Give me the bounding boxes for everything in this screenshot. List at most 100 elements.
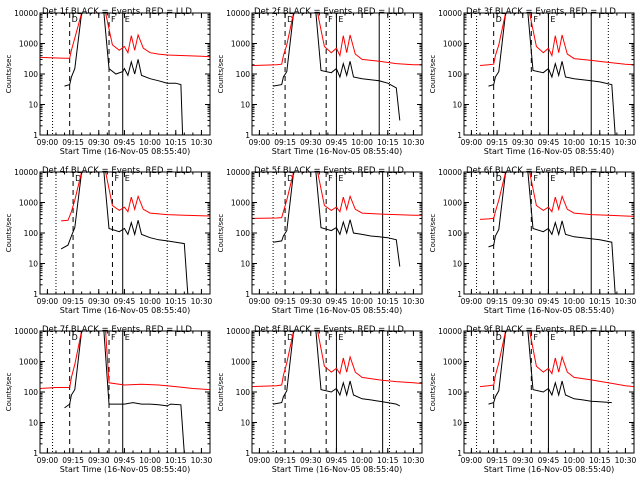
flag-marker: E [550, 15, 555, 24]
y-axis-label: Counts/sec [5, 55, 13, 94]
x-tick-label: 09:30 [300, 138, 322, 147]
panel-title: Det 5f BLACK = Events, RED = LLD [254, 166, 404, 176]
y-tick-label: 1 [33, 449, 38, 458]
flag-marker: F [328, 333, 333, 342]
series-lld [479, 13, 634, 66]
flag-marker: E [125, 15, 130, 24]
flag-marker: F [533, 174, 538, 183]
x-tick-label: 09:30 [88, 297, 110, 306]
y-tick-label: 1000 [231, 358, 250, 367]
y-tick-label: 10000 [438, 327, 462, 336]
panel-title: Det 9f BLACK = Events, RED = LLD [466, 325, 616, 335]
x-tick-label: 10:30 [615, 456, 637, 465]
y-tick-label: 10000 [14, 327, 38, 336]
x-tick-label: 10:15 [377, 138, 399, 147]
x-tick-label: 10:15 [165, 297, 187, 306]
flag-marker: D [496, 15, 502, 24]
plot-frame [251, 171, 423, 295]
x-tick-label: 09:00 [249, 297, 271, 306]
y-tick-label: 100 [236, 70, 251, 79]
flag-marker: D [287, 174, 293, 183]
flag-marker: E [550, 333, 555, 342]
y-tick-label: 1 [245, 131, 250, 140]
x-axis-label: Start Time (16-Nov-05 08:55:40) [60, 147, 190, 156]
y-tick-label: 10 [28, 101, 38, 110]
x-axis-label: Start Time (16-Nov-05 08:55:40) [60, 465, 190, 474]
series-events [488, 13, 616, 135]
x-tick-label: 09:15 [486, 297, 508, 306]
panel-title: Det 8f BLACK = Events, RED = LLD [254, 325, 404, 335]
y-tick-label: 10 [240, 419, 250, 428]
series-events [60, 172, 189, 294]
x-tick-label: 09:30 [512, 456, 534, 465]
x-tick-label: 10:00 [351, 456, 373, 465]
x-tick-label: 09:45 [326, 297, 348, 306]
x-tick-label: 09:30 [300, 456, 322, 465]
y-axis-label: Counts/sec [5, 214, 13, 253]
y-tick-label: 100 [448, 388, 463, 397]
x-tick-label: 09:45 [538, 456, 560, 465]
y-tick-label: 1000 [19, 199, 38, 208]
x-tick-label: 09:00 [249, 456, 271, 465]
series-events [273, 13, 401, 121]
y-tick-label: 10 [452, 260, 462, 269]
x-tick-label: 09:30 [88, 456, 110, 465]
y-axis-label: Counts/sec [217, 373, 225, 412]
series-lld [479, 331, 634, 388]
series-lld [40, 13, 210, 59]
x-tick-label: 09:15 [274, 297, 296, 306]
x-tick-label: 10:15 [165, 138, 187, 147]
y-tick-label: 1 [245, 290, 250, 299]
y-tick-label: 10000 [14, 9, 38, 18]
flag-marker: D [75, 174, 81, 183]
x-tick-label: 10:15 [377, 456, 399, 465]
y-axis-label: Counts/sec [217, 214, 225, 253]
x-tick-label: 10:15 [589, 297, 611, 306]
y-axis-label: Counts/sec [429, 373, 437, 412]
flag-marker: E [125, 174, 130, 183]
x-tick-label: 09:15 [274, 138, 296, 147]
x-axis-label: Start Time (16-Nov-05 08:55:40) [484, 147, 614, 156]
series-events [488, 172, 616, 294]
x-tick-label: 10:30 [615, 297, 637, 306]
x-tick-label: 10:30 [191, 138, 213, 147]
y-axis-label: Counts/sec [429, 55, 437, 94]
series-lld [252, 331, 422, 388]
x-tick-label: 09:00 [461, 297, 483, 306]
flag-marker: E [338, 15, 343, 24]
x-tick-label: 09:15 [274, 456, 296, 465]
y-tick-label: 10 [28, 260, 38, 269]
y-tick-label: 10 [240, 101, 250, 110]
x-tick-label: 09:45 [326, 456, 348, 465]
x-tick-label: 09:30 [88, 138, 110, 147]
y-tick-label: 1000 [443, 199, 462, 208]
flag-marker: D [496, 333, 502, 342]
x-tick-label: 09:45 [538, 297, 560, 306]
y-tick-label: 10 [452, 419, 462, 428]
series-lld [252, 13, 422, 66]
y-tick-label: 10000 [438, 9, 462, 18]
series-events [273, 172, 401, 267]
flag-marker: D [72, 333, 78, 342]
x-tick-label: 09:15 [62, 138, 84, 147]
x-tick-label: 10:00 [563, 456, 585, 465]
x-tick-label: 09:45 [114, 297, 136, 306]
plot-frame [39, 171, 211, 295]
y-tick-label: 1000 [231, 199, 250, 208]
x-tick-label: 09:00 [37, 297, 59, 306]
x-tick-label: 09:15 [62, 297, 84, 306]
x-tick-label: 09:00 [37, 138, 59, 147]
y-tick-label: 10000 [226, 327, 250, 336]
flag-marker: F [533, 15, 538, 24]
y-tick-label: 1 [457, 449, 462, 458]
y-tick-label: 1 [33, 290, 38, 299]
x-tick-label: 09:15 [62, 456, 84, 465]
x-axis-label: Start Time (16-Nov-05 08:55:40) [272, 306, 402, 315]
panel-title: Det 1f BLACK = Events, RED = LLD [42, 7, 192, 17]
plot-frame [251, 12, 423, 136]
